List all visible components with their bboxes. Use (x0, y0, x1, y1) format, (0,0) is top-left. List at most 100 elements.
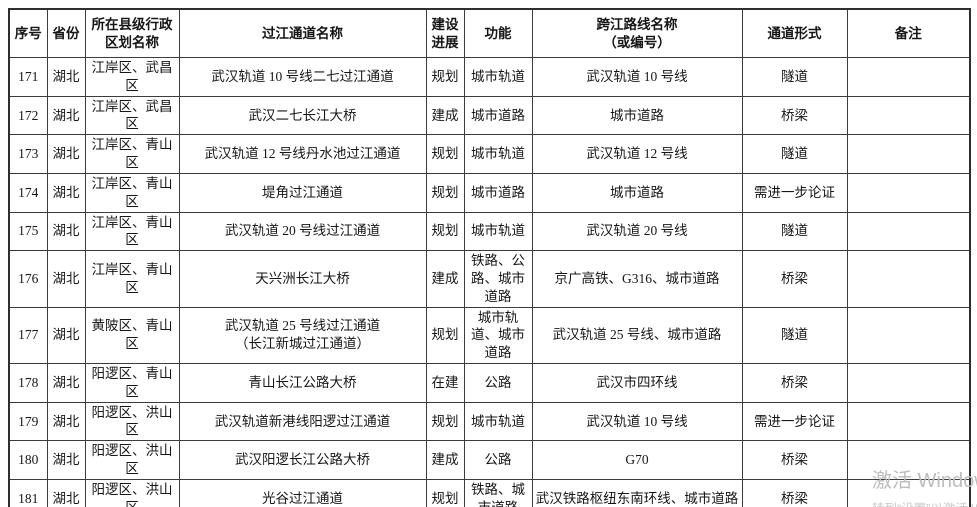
table-cell: 湖北 (46, 401, 86, 442)
table-cell: 公路 (463, 440, 533, 480)
table-cell: 阳逻区、洪山区 (84, 440, 180, 480)
table-row: 173 湖北 江岸区、青山区 武汉轨道 12 号线丹水池过江通道 规划 城市轨道 武汉轨道 … (8, 134, 971, 174)
table-cell: 湖北 (46, 306, 86, 365)
header-row: 序号 省份 所在县级行政 区划名称 过江通道名称 建设 进展 功能 跨江路线名称 （或编号）… (8, 8, 971, 58)
table-cell: 江岸区、武昌区 (84, 57, 180, 97)
table-cell: 181 (8, 478, 48, 507)
table-cell: 湖北 (46, 440, 86, 480)
table-cell: 黄陂区、青山区 (84, 306, 180, 365)
table-cell: 隧道 (741, 211, 848, 252)
table-cell: 湖北 (46, 363, 86, 403)
table-cell: 武汉轨道 25 号线过江通道 （长江新城过江通道） (178, 306, 427, 365)
column-header: 通道形式 (741, 8, 848, 58)
table-row: 179 湖北 阳逻区、洪山区 武汉轨道新港线阳逻过江通道 规划 城市轨道 武汉轨道 10 号… (8, 401, 971, 442)
table-row: 180 湖北 阳逻区、洪山区 武汉阳逻长江公路大桥 建成 公路 G70 桥梁 (8, 440, 971, 480)
table-cell: 建成 (425, 440, 465, 480)
table-cell (846, 211, 971, 252)
table-cell: 湖北 (46, 250, 86, 308)
table-cell: 176 (8, 250, 48, 308)
table-cell: 桥梁 (741, 95, 848, 136)
table-cell: 铁路、公路、城市道路 (463, 250, 533, 308)
table-cell: 桥梁 (741, 363, 848, 403)
table-cell: 需进一步论证 (741, 172, 848, 213)
table-cell: 173 (8, 134, 48, 174)
table-cell: 京广高铁、G316、城市道路 (531, 250, 743, 308)
table-cell: 城市道路 (531, 172, 743, 213)
table-cell: 江岸区、青山区 (84, 211, 180, 252)
table-cell (846, 57, 971, 97)
table-cell: 武汉轨道新港线阳逻过江通道 (178, 401, 427, 442)
table-cell: 规划 (425, 211, 465, 252)
table-cell: 湖北 (46, 134, 86, 174)
table-cell: 建成 (425, 250, 465, 308)
table-cell (846, 478, 971, 507)
table-cell: 武汉轨道 25 号线、城市道路 (531, 306, 743, 365)
table-cell: 城市轨道 (463, 211, 533, 252)
column-header: 过江通道名称 (178, 8, 427, 58)
column-header: 建设 进展 (425, 8, 465, 58)
table-cell: 阳逻区、洪山区 (84, 478, 180, 507)
table-cell: 178 (8, 363, 48, 403)
table-cell: 城市轨道 (463, 401, 533, 442)
table-cell: 光谷过江通道 (178, 478, 427, 507)
table-cell: 湖北 (46, 95, 86, 136)
table-cell: 湖北 (46, 478, 86, 507)
table-cell: 建成 (425, 95, 465, 136)
table-cell (846, 440, 971, 480)
table-cell: 179 (8, 401, 48, 442)
table-cell: 铁路、城市道路 (463, 478, 533, 507)
table-row: 171 湖北 江岸区、武昌区 武汉轨道 10 号线二七过江通道 规划 城市轨道 武汉轨道 1… (8, 57, 971, 97)
table-cell (846, 363, 971, 403)
table-cell: 规划 (425, 306, 465, 365)
table-cell: 桥梁 (741, 250, 848, 308)
table-cell (846, 250, 971, 308)
table-row: 172 湖北 江岸区、武昌区 武汉二七长江大桥 建成 城市道路 城市道路 桥梁 (8, 95, 971, 136)
table-cell: 规划 (425, 172, 465, 213)
table-cell: 需进一步论证 (741, 401, 848, 442)
column-header: 所在县级行政 区划名称 (84, 8, 180, 58)
table-cell: 174 (8, 172, 48, 213)
column-header: 备注 (846, 8, 971, 58)
table-cell: 武汉轨道 10 号线二七过江通道 (178, 57, 427, 97)
table-cell: 武汉轨道 10 号线 (531, 401, 743, 442)
table-cell: 城市道路 (463, 95, 533, 136)
table-cell: 江岸区、青山区 (84, 134, 180, 174)
table-cell: 在建 (425, 363, 465, 403)
table-cell: 湖北 (46, 57, 86, 97)
table-cell: 180 (8, 440, 48, 480)
table-cell: 江岸区、武昌区 (84, 95, 180, 136)
column-header: 省份 (46, 8, 86, 58)
table-cell: 天兴洲长江大桥 (178, 250, 427, 308)
table-cell: 武汉轨道 12 号线 (531, 134, 743, 174)
table-cell: 172 (8, 95, 48, 136)
table-cell: 武汉轨道 10 号线 (531, 57, 743, 97)
table-cell: 武汉轨道 20 号线 (531, 211, 743, 252)
table-row: 175 湖北 江岸区、青山区 武汉轨道 20 号线过江通道 规划 城市轨道 武汉轨道 20 … (8, 211, 971, 252)
table-cell: 城市轨道 (463, 57, 533, 97)
river-crossing-table: 序号 省份 所在县级行政 区划名称 过江通道名称 建设 进展 功能 跨江路线名称 （或编号）… (8, 8, 971, 507)
table-cell (846, 134, 971, 174)
table-cell: 桥梁 (741, 440, 848, 480)
table-row: 174 湖北 江岸区、青山区 堤角过江通道 规划 城市道路 城市道路 需进一步论证 (8, 172, 971, 213)
table-cell: 规划 (425, 57, 465, 97)
table-cell: 城市道路 (463, 172, 533, 213)
table-cell: 江岸区、青山区 (84, 250, 180, 308)
table-cell: 隧道 (741, 57, 848, 97)
table-cell: 规划 (425, 134, 465, 174)
table-cell: 城市道路 (531, 95, 743, 136)
table-cell: 规划 (425, 478, 465, 507)
table-cell: 城市轨道、城市道路 (463, 306, 533, 365)
table-cell: 湖北 (46, 211, 86, 252)
table-cell: 规划 (425, 401, 465, 442)
table-cell: 青山长江公路大桥 (178, 363, 427, 403)
table-row: 176 湖北 江岸区、青山区 天兴洲长江大桥 建成 铁路、公路、城市道路 京广高铁、G316… (8, 250, 971, 308)
table-cell: 隧道 (741, 306, 848, 365)
table-cell: 武汉二七长江大桥 (178, 95, 427, 136)
table-cell: 阳逻区、洪山区 (84, 401, 180, 442)
column-header: 跨江路线名称 （或编号） (531, 8, 743, 58)
table-cell: 武汉铁路枢纽东南环线、城市道路 (531, 478, 743, 507)
table-row: 178 湖北 阳逻区、青山区 青山长江公路大桥 在建 公路 武汉市四环线 桥梁 (8, 363, 971, 403)
table-cell (846, 95, 971, 136)
table-cell: 桥梁 (741, 478, 848, 507)
